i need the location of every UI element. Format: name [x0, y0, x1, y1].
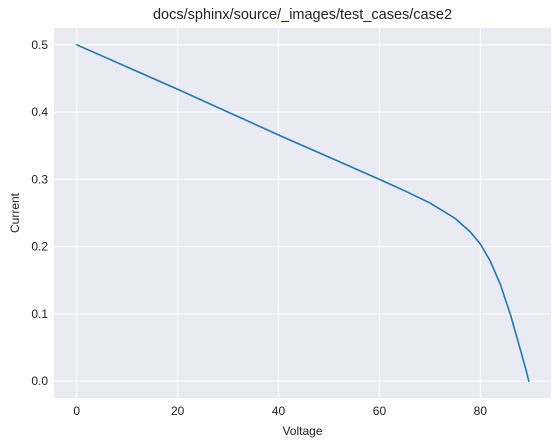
y-tick-label: 0.5 [31, 38, 48, 52]
x-tick-label: 20 [171, 404, 185, 418]
chart-title: docs/sphinx/source/_images/test_cases/ca… [153, 7, 452, 23]
x-axis-label: Voltage [282, 424, 322, 438]
y-tick-label: 0.0 [31, 374, 48, 388]
x-tick-label: 80 [474, 404, 488, 418]
x-tick-label: 60 [373, 404, 387, 418]
y-axis-ticks: 0.0 0.1 0.2 0.3 0.4 0.5 [31, 38, 48, 388]
y-tick-label: 0.3 [31, 172, 48, 186]
y-tick-label: 0.2 [31, 240, 48, 254]
x-axis-ticks: 0 20 40 60 80 [73, 404, 487, 418]
y-tick-label: 0.4 [31, 105, 48, 119]
series-lines [75, 44, 530, 382]
x-tick-label: 40 [272, 404, 286, 418]
x-tick-label: 0 [73, 404, 80, 418]
y-tick-label: 0.1 [31, 307, 48, 321]
series-line-0 [75, 44, 530, 382]
plot-background [54, 28, 551, 398]
y-axis-label: Current [8, 192, 22, 233]
